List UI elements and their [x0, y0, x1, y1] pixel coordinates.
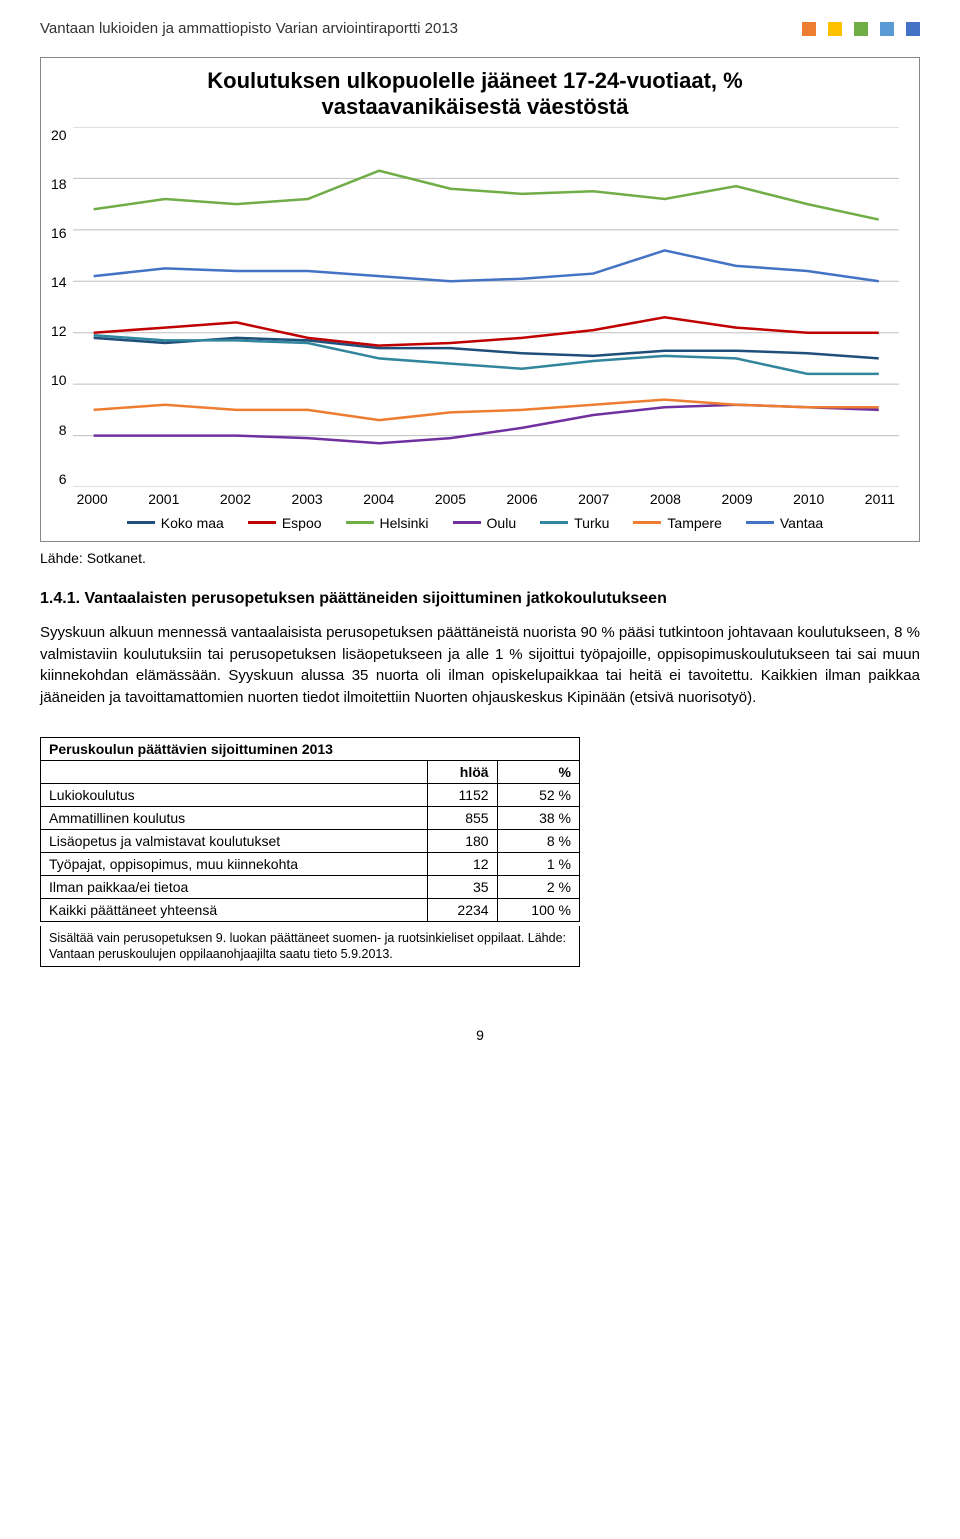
- table-row: Ilman paikkaa/ei tietoa352 %: [41, 875, 580, 898]
- header-color-squares: [802, 22, 920, 36]
- table-header-cell: [41, 760, 428, 783]
- legend-swatch: [540, 521, 568, 524]
- header-square: [854, 22, 868, 36]
- header-square: [880, 22, 894, 36]
- table-cell: 2 %: [497, 875, 579, 898]
- x-tick-label: 2003: [292, 491, 323, 507]
- chart-area: 20181614121086 2000200120022003200420052…: [51, 127, 899, 507]
- table-cell: 8 %: [497, 829, 579, 852]
- table-caption: Peruskoulun päättävien sijoittuminen 201…: [40, 737, 580, 760]
- legend-label: Oulu: [487, 515, 517, 531]
- x-axis: 2000 2001 2002 2003 2004 2005 2006 2007 2008 2009…: [73, 491, 899, 507]
- x-tick-label: 2010: [793, 491, 824, 507]
- legend-label: Koko maa: [161, 515, 224, 531]
- table-cell: 1152: [427, 783, 497, 806]
- header-square: [828, 22, 842, 36]
- table-cell: 52 %: [497, 783, 579, 806]
- placement-table: Peruskoulun päättävien sijoittuminen 201…: [40, 737, 580, 922]
- legend-item: Helsinki: [346, 515, 429, 531]
- table-cell: 855: [427, 806, 497, 829]
- table-cell: 12: [427, 852, 497, 875]
- x-tick-label: 2005: [435, 491, 466, 507]
- chart-legend: Koko maa Espoo Helsinki Oulu Turku Tampere Van…: [51, 515, 899, 531]
- legend-swatch: [746, 521, 774, 524]
- table-cell: Työpajat, oppisopimus, muu kiinnekohta: [41, 852, 428, 875]
- legend-label: Turku: [574, 515, 609, 531]
- chart-svg: [73, 127, 899, 487]
- table-cell: Ilman paikkaa/ei tietoa: [41, 875, 428, 898]
- table-cell: 180: [427, 829, 497, 852]
- table-cell: 1 %: [497, 852, 579, 875]
- table-cell: Lisäopetus ja valmistavat koulutukset: [41, 829, 428, 852]
- header-square: [802, 22, 816, 36]
- x-tick-label: 2004: [363, 491, 394, 507]
- legend-label: Helsinki: [380, 515, 429, 531]
- plot-wrap: 2000 2001 2002 2003 2004 2005 2006 2007 2008 2009…: [73, 127, 899, 507]
- x-tick-label: 2008: [650, 491, 681, 507]
- x-tick-label: 2011: [865, 491, 895, 507]
- y-tick-label: 14: [51, 274, 67, 290]
- header-square: [906, 22, 920, 36]
- table-footnote: Sisältää vain perusopetuksen 9. luokan p…: [40, 926, 580, 968]
- legend-label: Vantaa: [780, 515, 823, 531]
- y-axis: 20 18 16 14 12 10 8 6: [51, 127, 73, 487]
- legend-item: Koko maa: [127, 515, 224, 531]
- x-tick-label: 2001: [148, 491, 179, 507]
- legend-item: Espoo: [248, 515, 322, 531]
- x-tick-label: 2007: [578, 491, 609, 507]
- series-line: [93, 250, 878, 281]
- page-number: 9: [40, 1027, 920, 1043]
- legend-swatch: [633, 521, 661, 524]
- legend-item: Turku: [540, 515, 609, 531]
- x-tick-label: 2000: [77, 491, 108, 507]
- legend-swatch: [127, 521, 155, 524]
- table-body: Lukiokoulutus115252 %Ammatillinen koulut…: [41, 783, 580, 921]
- table-cell: Lukiokoulutus: [41, 783, 428, 806]
- chart-title-line2: vastaavanikäisestä väestöstä: [322, 94, 629, 119]
- legend-swatch: [248, 521, 276, 524]
- chart-title-line1: Koulutuksen ulkopuolelle jääneet 17-24-v…: [207, 68, 742, 93]
- y-tick-label: 8: [59, 422, 67, 438]
- table-header-row: hlöä%: [41, 760, 580, 783]
- table-cell: Kaikki päättäneet yhteensä: [41, 898, 428, 921]
- section-paragraph: Syyskuun alkuun mennessä vantaalaisista …: [40, 622, 920, 709]
- table-row: Työpajat, oppisopimus, muu kiinnekohta12…: [41, 852, 580, 875]
- table-row: Ammatillinen koulutus85538 %: [41, 806, 580, 829]
- section-heading: 1.4.1. Vantaalaisten perusopetuksen päät…: [40, 590, 920, 608]
- legend-label: Tampere: [667, 515, 721, 531]
- y-tick-label: 16: [51, 225, 67, 241]
- chart-container: Koulutuksen ulkopuolelle jääneet 17-24-v…: [40, 57, 920, 542]
- table-header-cell: %: [497, 760, 579, 783]
- legend-label: Espoo: [282, 515, 322, 531]
- table-cell: 35: [427, 875, 497, 898]
- y-tick-label: 12: [51, 323, 67, 339]
- table-row: Lisäopetus ja valmistavat koulutukset180…: [41, 829, 580, 852]
- series-line: [93, 399, 878, 420]
- legend-item: Vantaa: [746, 515, 823, 531]
- table-cell: Ammatillinen koulutus: [41, 806, 428, 829]
- chart-title: Koulutuksen ulkopuolelle jääneet 17-24-v…: [51, 68, 899, 121]
- legend-swatch: [453, 521, 481, 524]
- table-row: Kaikki päättäneet yhteensä2234100 %: [41, 898, 580, 921]
- y-tick-label: 18: [51, 176, 67, 192]
- table-cell: 100 %: [497, 898, 579, 921]
- table-row: Lukiokoulutus115252 %: [41, 783, 580, 806]
- header-title: Vantaan lukioiden ja ammattiopisto Varia…: [40, 20, 458, 37]
- table-header-cell: hlöä: [427, 760, 497, 783]
- chart-source: Lähde: Sotkanet.: [40, 550, 920, 566]
- x-tick-label: 2002: [220, 491, 251, 507]
- legend-item: Oulu: [453, 515, 517, 531]
- y-tick-label: 20: [51, 127, 67, 143]
- x-tick-label: 2009: [721, 491, 752, 507]
- page-header: Vantaan lukioiden ja ammattiopisto Varia…: [40, 20, 920, 37]
- legend-item: Tampere: [633, 515, 721, 531]
- y-tick-label: 10: [51, 372, 67, 388]
- legend-swatch: [346, 521, 374, 524]
- plot: [73, 127, 899, 487]
- table-cell: 38 %: [497, 806, 579, 829]
- y-tick-label: 6: [59, 471, 67, 487]
- table-cell: 2234: [427, 898, 497, 921]
- x-tick-label: 2006: [507, 491, 538, 507]
